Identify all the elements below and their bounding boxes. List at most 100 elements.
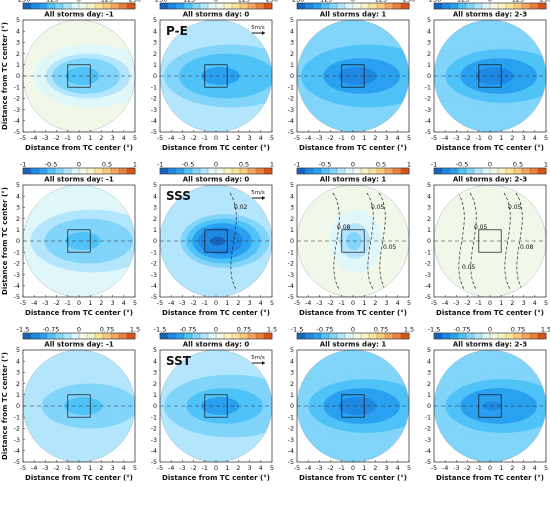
- colorbar-swatch: [159, 332, 169, 340]
- x-tick-label: 4: [396, 300, 400, 307]
- colorbar-swatch: [183, 332, 193, 340]
- x-tick-label: 3: [385, 135, 389, 142]
- wind-scale: 5m/s: [251, 355, 265, 365]
- x-tick-label: -1: [202, 465, 208, 472]
- y-tick-label: 0: [427, 403, 431, 410]
- colorbar-tick-label: 250: [266, 0, 278, 4]
- colorbar-tick-label: 0.5: [102, 161, 112, 169]
- colorbar-swatch: [102, 332, 112, 340]
- colorbar-swatch: [207, 167, 217, 175]
- contour-line: [457, 192, 465, 290]
- colorbar-swatch: [62, 2, 72, 10]
- y-tick-label: -2: [151, 96, 157, 103]
- y-tick-label: -1: [14, 249, 20, 256]
- colorbar-swatch: [223, 167, 233, 175]
- x-tick-label: 3: [111, 135, 115, 142]
- y-tick-label: -5: [151, 459, 157, 466]
- y-tick-label: 1: [290, 392, 294, 399]
- x-tick-label: 1: [362, 135, 366, 142]
- panel-title: All storms day: -1: [44, 341, 114, 349]
- colorbar-tick-label: 1: [133, 161, 137, 169]
- colorbar-swatch: [296, 332, 306, 340]
- contour-label: 0.05: [462, 264, 476, 271]
- panel-title: All storms day: 0: [183, 341, 250, 349]
- y-tick-label: -2: [288, 261, 294, 268]
- colorbar-swatch: [457, 167, 467, 175]
- y-tick-label: -1: [288, 414, 294, 421]
- x-tick-label: -4: [305, 465, 311, 472]
- x-tick-label: 1: [499, 135, 503, 142]
- colorbar-swatch: [433, 2, 443, 10]
- colorbar-swatch: [191, 332, 201, 340]
- colorbar-swatch: [344, 332, 354, 340]
- y-tick-label: -3: [288, 437, 294, 444]
- y-axis-label: Distance from TC center (°): [1, 22, 9, 130]
- y-tick-label: -1: [288, 249, 294, 256]
- colorbar-swatch: [368, 332, 378, 340]
- contour-label: 0.05: [508, 204, 522, 211]
- colorbar-swatch: [86, 167, 96, 175]
- colorbar-swatch: [465, 332, 475, 340]
- y-tick-label: -2: [14, 261, 20, 268]
- colorbar-tick-label: 250: [540, 0, 550, 4]
- y-tick-label: -3: [288, 272, 294, 279]
- x-tick-label: -5: [20, 465, 26, 472]
- x-tick-label: 1: [499, 465, 503, 472]
- x-tick-label: -1: [476, 465, 482, 472]
- y-tick-label: 0: [153, 238, 157, 245]
- y-tick-label: 5: [16, 182, 20, 189]
- y-tick-label: -2: [425, 261, 431, 268]
- colorbar-swatch: [126, 167, 136, 175]
- y-tick-label: 4: [16, 358, 20, 365]
- y-axis-label: Distance from TC center (°): [1, 187, 9, 295]
- colorbar-swatch: [263, 167, 273, 175]
- y-tick-label: 2: [16, 381, 20, 388]
- y-tick-label: -2: [14, 426, 20, 433]
- colorbar-tick-label: 0: [214, 161, 218, 169]
- colorbar: -1.5 -0.75 0 0.75 1.5: [291, 326, 414, 340]
- colorbar-swatch: [296, 2, 306, 10]
- y-tick-label: 3: [290, 40, 294, 47]
- x-tick-label: -5: [157, 135, 163, 142]
- y-tick-label: 1: [290, 62, 294, 69]
- x-axis-label: Distance from TC center (°): [162, 474, 270, 482]
- wind-scale-arrowhead: [262, 361, 265, 365]
- x-tick-label: 2: [373, 135, 377, 142]
- colorbar-swatch: [175, 332, 185, 340]
- colorbar-swatch: [513, 2, 523, 10]
- colorbar-swatch: [376, 2, 386, 10]
- x-tick-label: 4: [533, 300, 537, 307]
- colorbar-swatch: [521, 332, 531, 340]
- y-tick-label: -5: [288, 294, 294, 301]
- x-tick-label: 2: [510, 300, 514, 307]
- colorbar-tick-label: -0.75: [180, 326, 197, 334]
- colorbar-tick-label: -0.75: [454, 326, 471, 334]
- wind-scale-label: 5m/s: [251, 355, 265, 361]
- colorbar-tick-label: 0.5: [376, 161, 386, 169]
- colorbar-frame: [159, 167, 273, 175]
- colorbar-swatch: [336, 332, 346, 340]
- x-tick-label: -1: [476, 135, 482, 142]
- y-tick-label: -5: [14, 459, 20, 466]
- colorbar-swatch: [449, 167, 459, 175]
- colorbar-swatch: [537, 332, 547, 340]
- colorbar-swatch: [118, 2, 128, 10]
- colorbar-swatch: [94, 167, 104, 175]
- colorbar-tick-label: 1: [544, 161, 548, 169]
- x-tick-label: 1: [88, 465, 92, 472]
- colorbar-tick-label: -0.5: [456, 161, 469, 169]
- colorbar-swatch: [465, 2, 475, 10]
- panel-p-e-2: -250-1250125250All storms day: 0-5-4-3-2…: [151, 0, 278, 152]
- colorbar-swatch: [441, 167, 451, 175]
- colorbar-tick-label: 0: [351, 0, 355, 4]
- x-tick-label: -2: [53, 135, 59, 142]
- colorbar: -1 -0.5 0 0.5 1: [157, 161, 274, 175]
- contour-label: 0.02: [234, 204, 248, 211]
- x-tick-label: -2: [327, 300, 333, 307]
- colorbar-swatch: [537, 2, 547, 10]
- x-tick-label: 4: [259, 135, 263, 142]
- y-tick-label: -4: [288, 118, 294, 125]
- colorbar-swatch: [175, 2, 185, 10]
- x-axis-label: Distance from TC center (°): [299, 474, 407, 482]
- y-tick-label: 4: [153, 358, 157, 365]
